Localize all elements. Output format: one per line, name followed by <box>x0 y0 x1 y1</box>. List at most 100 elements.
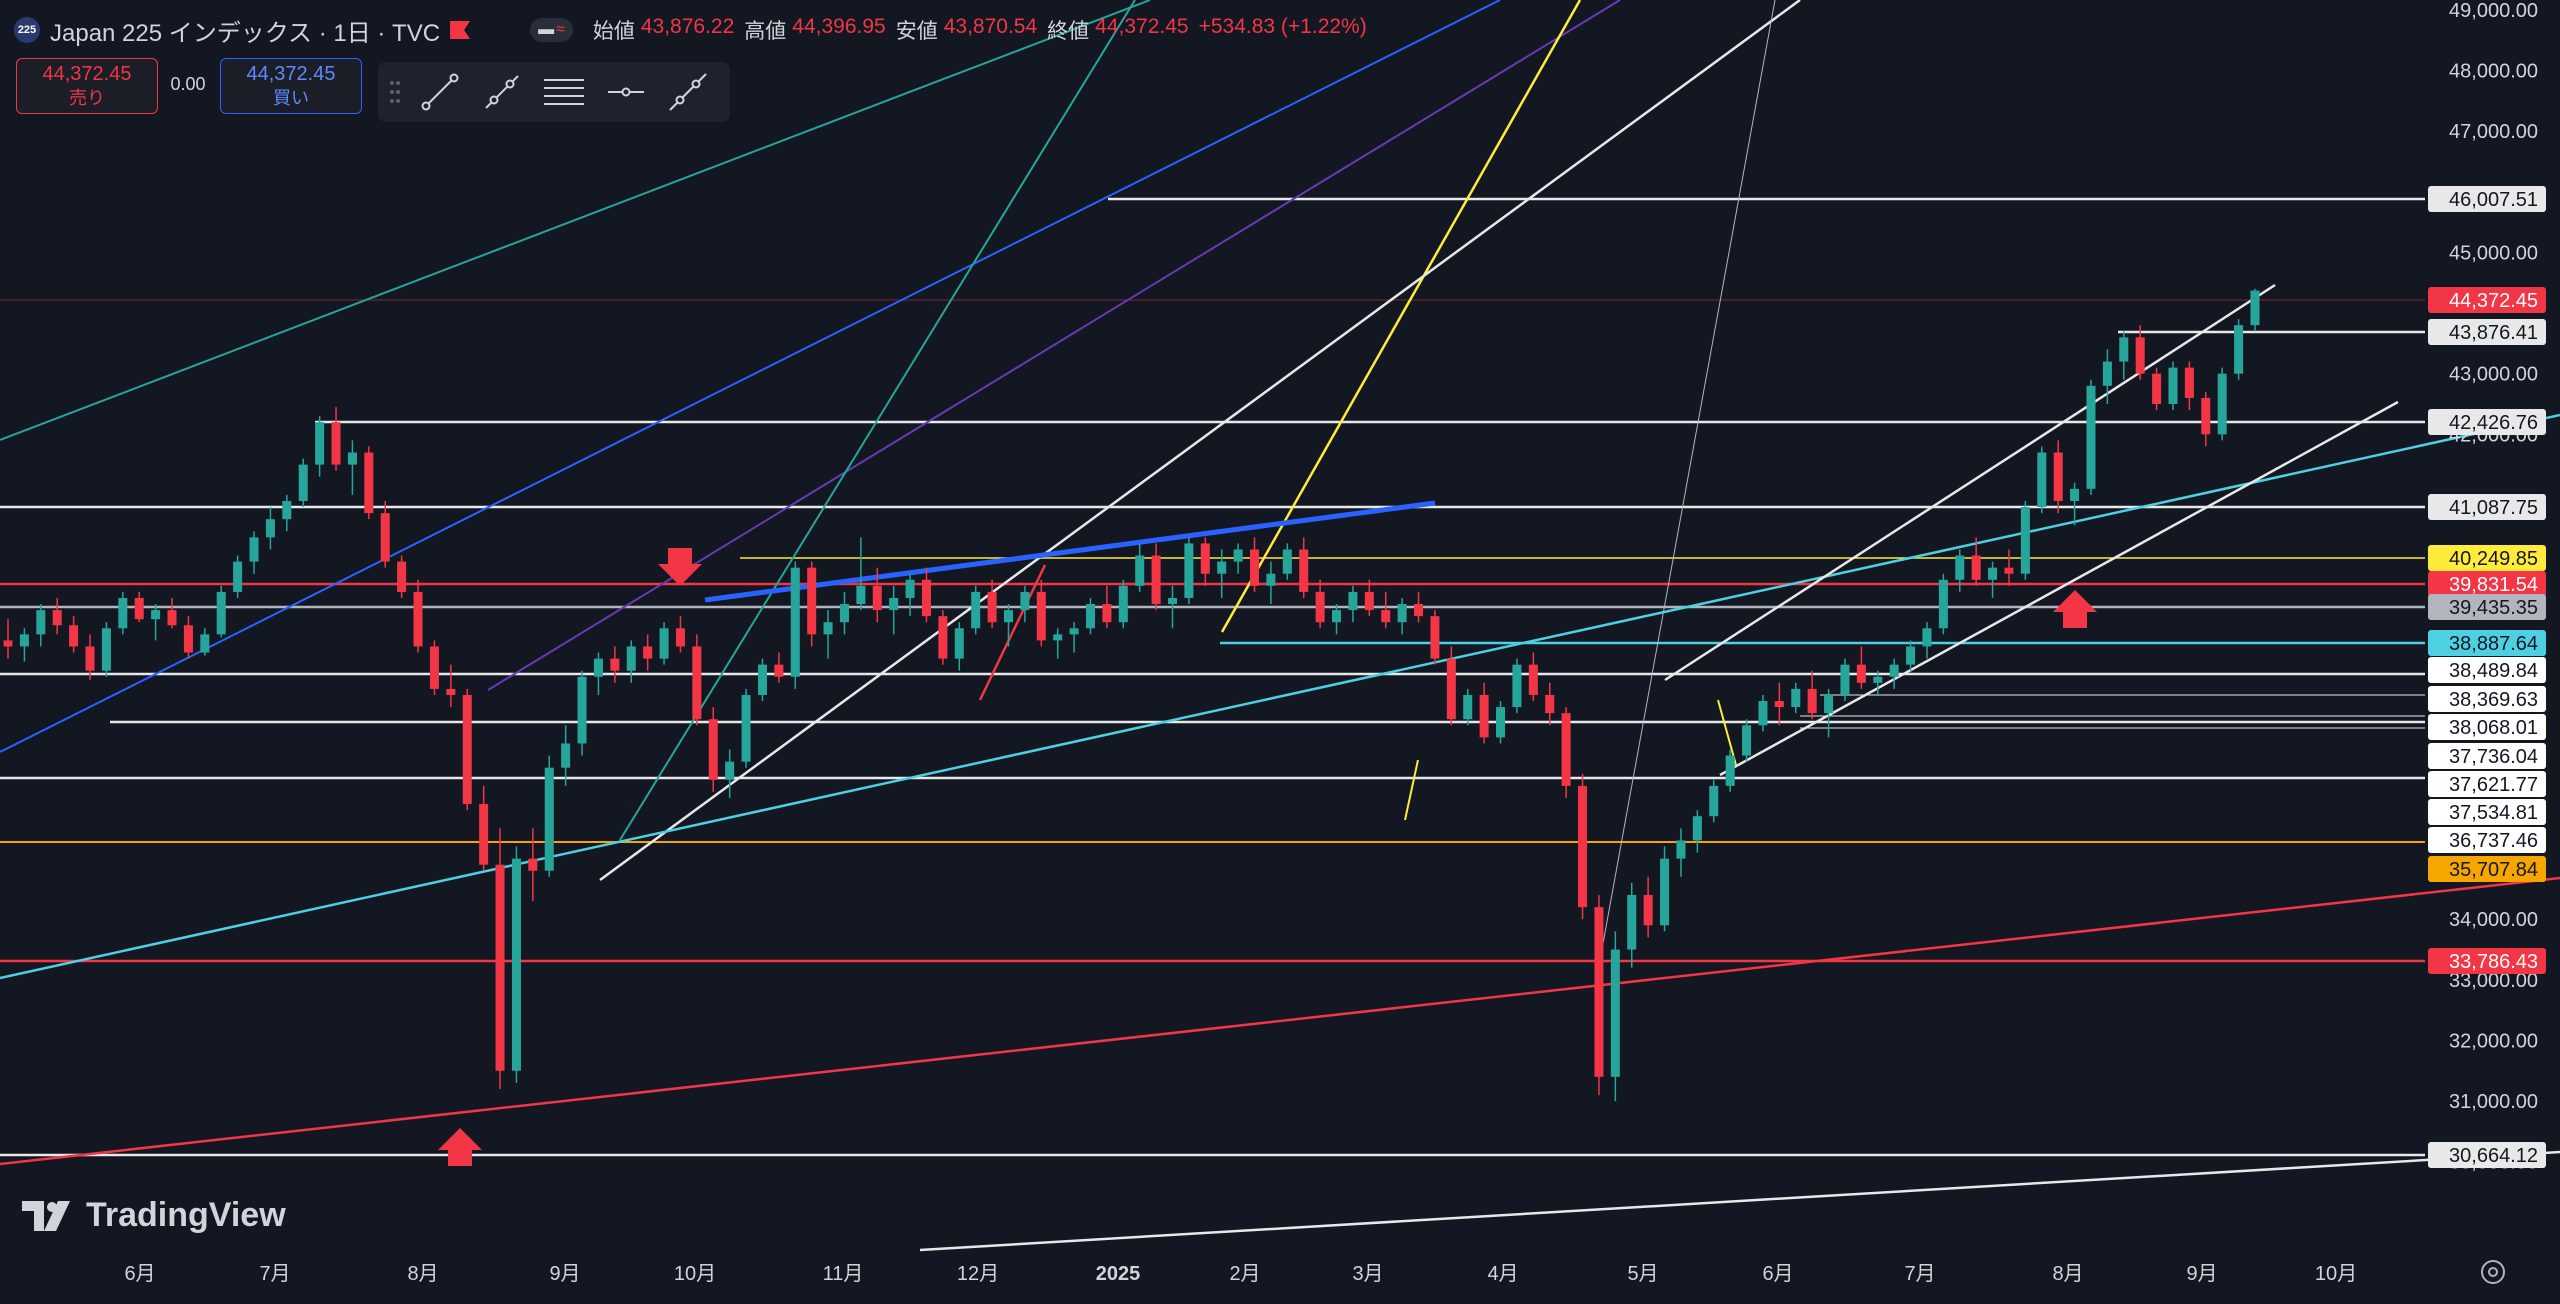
candle-body <box>1315 591 1325 623</box>
x-tick-label: 10月 <box>674 1263 716 1285</box>
candle-body <box>1085 604 1096 629</box>
y-tick-label: 47,000.00 <box>2449 121 2538 143</box>
time-axis[interactable]: 6月 7月 8月 9月 10月 11月 12月 2025 2月 3月 4月 5月 6月 7月 8月 9月 10月 <box>124 1263 2357 1285</box>
candle-body <box>1233 549 1243 562</box>
candles <box>3 288 2260 1102</box>
candle-body <box>1709 785 1719 817</box>
price-label-box <box>2428 948 2546 974</box>
ohlc-value-3: 44,372.45 <box>1095 15 1189 38</box>
ohlc-label-0: 始値 <box>592 20 635 43</box>
drag-handle-icon[interactable] <box>388 79 402 105</box>
cyan-trendline[interactable] <box>0 413 2560 980</box>
candle-body <box>1299 549 1309 592</box>
price-label: 37,534.81 <box>2449 802 2538 824</box>
drawing-layer[interactable] <box>0 0 2560 1252</box>
candle-body <box>643 646 653 659</box>
x-tick-label: 9月 <box>549 1263 580 1285</box>
x-tick-label: 9月 <box>2186 1263 2217 1285</box>
candle-body <box>3 640 13 647</box>
price-label: 37,736.04 <box>2449 746 2538 768</box>
teal-trendline[interactable] <box>0 0 1151 441</box>
price-label-box <box>2428 714 2546 740</box>
candle-body <box>1610 949 1620 1077</box>
horizontal-line-icon[interactable] <box>602 70 650 114</box>
price-label: 38,369.63 <box>2449 689 2538 711</box>
tradingview-logo[interactable]: TradingView <box>22 1196 286 1235</box>
candle-body <box>610 658 620 671</box>
indicator-toggle[interactable]: ▬ ≈ <box>530 18 573 42</box>
yellow-short-segment[interactable] <box>1404 759 1419 821</box>
candle-body <box>921 579 931 617</box>
x-tick-label: 4月 <box>1487 1263 1518 1285</box>
x-tick-label: 7月 <box>259 1263 290 1285</box>
red-trendline[interactable] <box>0 876 2560 1166</box>
red-short-segment[interactable] <box>978 564 1047 701</box>
flag-icon[interactable] <box>450 21 471 39</box>
price-axis[interactable]: 49,000.00 48,000.00 47,000.00 45,000.00 43,0… <box>2428 0 2546 1174</box>
parallel-channel-icon[interactable] <box>540 70 588 114</box>
candle-body <box>1069 628 1079 635</box>
candle-body <box>1036 591 1046 641</box>
candle-body <box>1545 694 1555 714</box>
ohlc-value-2: 43,870.54 <box>943 15 1038 38</box>
candle-body <box>216 591 226 635</box>
candle-body <box>1332 610 1342 623</box>
ray-icon[interactable] <box>478 70 526 114</box>
candle-body <box>1463 694 1473 720</box>
y-tick-label: 32,000.00 <box>2449 1030 2538 1052</box>
price-label-box <box>2428 686 2546 712</box>
teal-steep-trendline[interactable] <box>619 0 1136 841</box>
white-channel-upper[interactable] <box>599 0 1801 882</box>
white-bottom-trendline[interactable] <box>919 1150 2560 1252</box>
settings-icon[interactable] <box>2481 1260 2505 1284</box>
candle-body <box>2184 367 2194 398</box>
candle-body <box>1135 555 1145 586</box>
symbol-title[interactable]: Japan 225 インデックス · 1日 · TVC <box>50 19 441 47</box>
candle-body <box>807 567 817 635</box>
candle-body <box>1856 664 1866 683</box>
arrow-markers <box>438 548 2097 1166</box>
candle-body <box>1561 713 1571 786</box>
candle-body <box>1774 701 1784 708</box>
candle-body <box>1397 604 1407 623</box>
candle-body <box>85 646 95 671</box>
candle-body <box>183 625 193 653</box>
ohlc-value-0: 43,876.22 <box>640 15 735 38</box>
tradingview-logo-icon <box>22 1200 70 1231</box>
price-label-box <box>2428 743 2546 769</box>
up-arrow-icon <box>2053 590 2097 628</box>
x-tick-label: 6月 <box>124 1263 155 1285</box>
candle-body <box>101 628 111 671</box>
x-tick-label: 5月 <box>1627 1263 1658 1285</box>
candle-body <box>757 664 767 695</box>
blue-trendline[interactable] <box>0 0 1501 753</box>
symbol-logo[interactable]: 225 <box>14 17 40 43</box>
symbol-header: 225 Japan 225 インデックス · 1日 · TVC ▬ ≈ 始値 43… <box>14 14 1371 47</box>
gray-steep-line[interactable] <box>1599 0 1776 961</box>
candle-body <box>1627 894 1637 950</box>
sell-label: 売り <box>69 88 105 108</box>
candle-body <box>52 610 62 626</box>
trend-line-icon[interactable] <box>416 70 464 114</box>
candle-body <box>69 625 79 647</box>
blue-thick-segment[interactable] <box>704 500 1436 603</box>
candle-body <box>1594 907 1604 1077</box>
buy-button[interactable]: 44,372.45 買い <box>220 58 362 114</box>
watermark-text: TradingView <box>86 1196 286 1234</box>
yellow-steep-trendline[interactable] <box>1220 0 1582 633</box>
candle-body <box>298 464 308 501</box>
extended-line-icon[interactable] <box>664 70 712 114</box>
channel-2025-upper[interactable] <box>1664 283 2276 682</box>
y-tick-label: 43,000.00 <box>2449 364 2538 386</box>
price-label-box <box>2428 771 2546 797</box>
y-tick-label: 34,000.00 <box>2449 909 2538 931</box>
x-tick-label: 8月 <box>2052 1263 2083 1285</box>
candle-body <box>1446 658 1456 720</box>
yellow-short-segment-2[interactable] <box>1717 699 1737 766</box>
candle-body <box>774 664 784 677</box>
ohlc-label-2: 安値 <box>895 20 938 43</box>
price-label-box <box>2428 856 2546 882</box>
sell-button[interactable]: 44,372.45 売り <box>16 58 158 114</box>
candle-body <box>1282 549 1292 574</box>
